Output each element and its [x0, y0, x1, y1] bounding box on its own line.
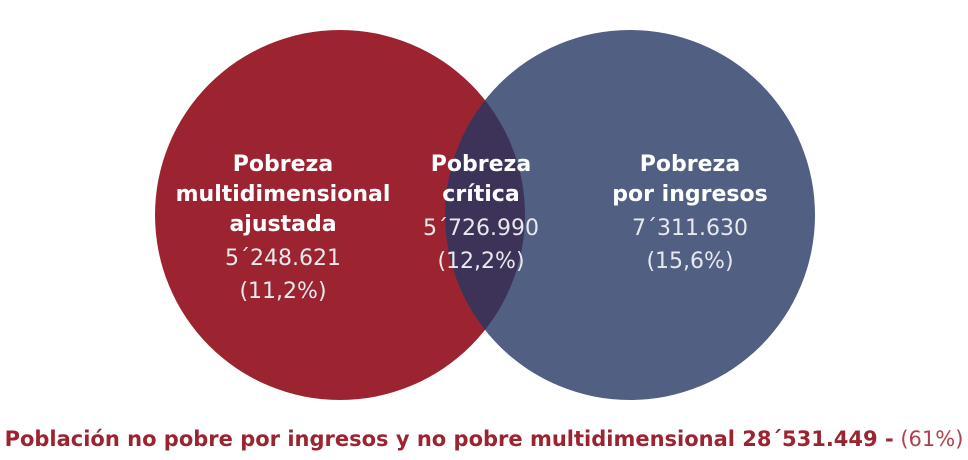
region-label: Pobreza	[640, 152, 740, 177]
region-label: multidimensional	[176, 182, 391, 207]
region-label: Pobreza	[233, 152, 333, 177]
region-percent: (11,2%)	[239, 279, 326, 304]
region-label: por ingresos	[612, 182, 767, 207]
region-label: Pobreza	[431, 152, 531, 177]
region-count: 7´311.630	[632, 216, 748, 241]
region-label: ajustada	[229, 212, 336, 237]
footer-text: Población no pobre por ingresos y no pob…	[5, 427, 894, 451]
region-percent: (12,2%)	[437, 249, 524, 274]
region-percent: (15,6%)	[646, 249, 733, 274]
region-count: 5´248.621	[225, 246, 341, 271]
left-circle	[155, 30, 525, 400]
footer: Población no pobre por ingresos y no pob…	[5, 427, 964, 451]
region-label: crítica	[442, 182, 519, 207]
right-circle	[445, 30, 815, 400]
footer-percent: (61%)	[900, 427, 963, 451]
region-count: 5´726.990	[423, 216, 539, 241]
